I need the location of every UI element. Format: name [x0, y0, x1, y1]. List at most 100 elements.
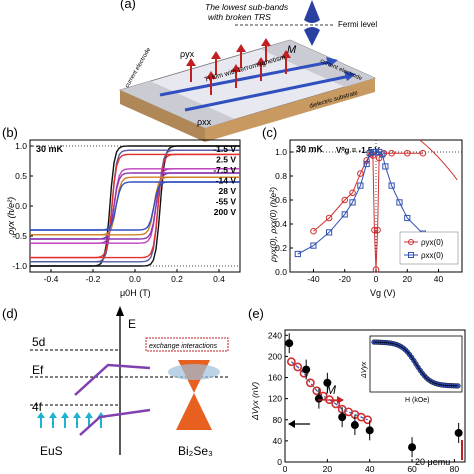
- x-tick-label: 60: [407, 464, 417, 474]
- x-tick-label: 40: [434, 274, 444, 284]
- exchange-arrow-2: [79, 408, 151, 436]
- exchange-label: exchange interactions: [149, 343, 218, 350]
- point-xx: [396, 199, 403, 206]
- x-tick-label: 0.4: [213, 274, 225, 284]
- red-point: [293, 362, 303, 372]
- panel-e-ylabel: ΔVyx (nV): [250, 382, 260, 421]
- panel-c-vg: V⁰g = -1.5 V: [336, 146, 381, 155]
- black-point: [314, 394, 323, 403]
- panel-b-label: (b): [2, 125, 18, 140]
- current-arrowhead-bottom: [344, 71, 356, 81]
- scale-label: 20 μemu: [415, 457, 450, 467]
- energy-axis-arrow: [116, 306, 124, 316]
- x-tick-label: 80: [450, 464, 460, 474]
- loop-down-6: [30, 181, 240, 231]
- point-yx: [372, 266, 380, 273]
- point-yx: [419, 149, 427, 157]
- current-arrow-bottom: [184, 74, 351, 112]
- inset-plot: [371, 339, 461, 389]
- panel-b-axes: [29, 139, 241, 273]
- panel-c: (c) 30 mK V⁰g = -1.5 V ρyx(0), ρxx(0) (h…: [262, 125, 463, 298]
- black-point: [365, 426, 374, 435]
- x-tick-label: -40: [307, 274, 320, 284]
- black-point: [302, 365, 311, 374]
- energy-label: E: [128, 317, 136, 331]
- red-point: [312, 386, 322, 396]
- y-tick-label: 0.4: [275, 219, 287, 229]
- point-yx: [375, 154, 383, 162]
- loop-down-1: [30, 149, 240, 263]
- black-point: [408, 443, 417, 452]
- black-point: [323, 378, 332, 387]
- point-xx: [294, 250, 301, 258]
- legend-yx: ρyx(0): [421, 238, 444, 247]
- loop-up-5: [30, 176, 240, 236]
- y-tick-label: 80: [273, 415, 283, 425]
- y-tick-label: -1.0: [12, 261, 27, 271]
- y-tick-label: 240: [268, 330, 282, 340]
- x-tick-label: 40: [365, 464, 375, 474]
- point-xx: [404, 214, 411, 222]
- loop-up-6: [30, 181, 240, 231]
- substrate-front-right: [205, 78, 375, 142]
- x-tick-label: 20: [323, 464, 333, 474]
- y-tick-label: 0.8: [275, 171, 287, 181]
- level-4f: 4f: [32, 400, 43, 414]
- y-tick-label: 1.0: [275, 147, 287, 157]
- dirac-cone-lower: [304, 27, 320, 46]
- x-tick-label: 20: [403, 274, 413, 284]
- legend-xx: ρxx(0): [421, 251, 444, 260]
- y-tick-label: 0.6: [275, 195, 287, 205]
- m-label: M: [287, 44, 297, 56]
- level-5d: 5d: [32, 335, 45, 349]
- fermi-label: Fermi level: [338, 20, 377, 29]
- x-tick-label: 0: [374, 274, 379, 284]
- point-xx: [388, 182, 395, 189]
- panel-e-axes: [284, 329, 466, 463]
- legend-entry: -7.5 V: [213, 165, 236, 175]
- point-xx: [382, 163, 389, 170]
- panel-e: (e) ΔVyx (nV) 0 20 40 60 80 0 40 80 120 160 200 240…: [248, 306, 466, 474]
- substrate-front-left: [120, 90, 205, 142]
- rho-yx-label: ρyx: [180, 49, 195, 59]
- point-yx: [371, 226, 378, 234]
- electrode-left: [120, 81, 235, 128]
- panel-d-label: (d): [2, 306, 18, 321]
- panel-b-ticks: -0.4 -0.2 0.0 0.2 0.4 -1.0 -0.5 0.0 0.5 1.0: [12, 141, 225, 284]
- y-tick-label: 200: [268, 351, 282, 361]
- magnetization-arrows: [186, 38, 291, 95]
- inset-xlabel: H (kOe): [405, 397, 430, 404]
- panel-b-xlabel: μ0H (T): [120, 288, 151, 298]
- y-tick-label: 0.2: [275, 243, 287, 253]
- y-tick-label: 1.0: [15, 141, 27, 151]
- inset-line: [374, 341, 458, 387]
- spin-arrows: [37, 412, 105, 428]
- point-yx: [374, 226, 381, 234]
- black-point: [285, 339, 294, 348]
- loop-up-4: [30, 172, 240, 240]
- x-tick-label: -0.2: [86, 274, 101, 284]
- black-point: [454, 428, 463, 437]
- bise-label: Bi₂Se₃: [178, 444, 213, 458]
- x-tick-label: -20: [339, 274, 352, 284]
- panel-a-label: (a): [120, 0, 136, 11]
- series-line-0: [313, 152, 423, 270]
- legend-entry: 2.5 V: [216, 155, 236, 165]
- x-tick-label: -0.4: [44, 274, 59, 284]
- subbands-label-1: The lowest sub-bands: [205, 2, 289, 12]
- exchange-arrow-1: [74, 363, 151, 396]
- point-yx: [325, 214, 333, 222]
- exchange-box: [145, 337, 229, 352]
- legend-entry: 28 V: [219, 186, 237, 196]
- panel-c-legend: ρyx(0) ρxx(0): [399, 231, 459, 265]
- x-tick-label: 0: [283, 464, 288, 474]
- point-xx: [369, 148, 376, 156]
- y-tick-label: 0.5: [15, 171, 27, 181]
- loop-up-0: [30, 145, 240, 267]
- point-yx: [341, 196, 349, 204]
- point-xx: [341, 211, 348, 218]
- loop-up-1: [30, 149, 240, 263]
- loop-down-5: [30, 176, 240, 236]
- yx-upper-branch: [419, 139, 458, 181]
